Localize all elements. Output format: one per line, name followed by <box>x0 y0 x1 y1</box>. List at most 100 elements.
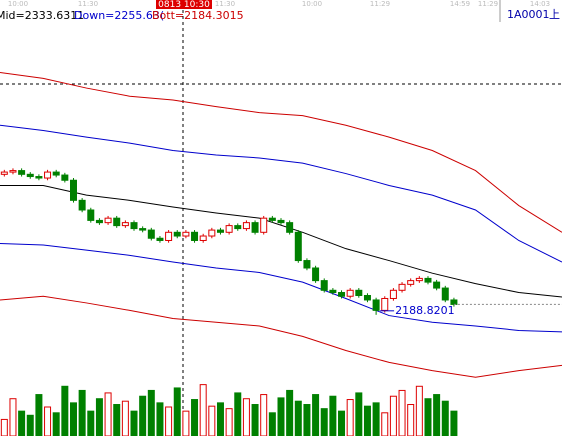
candle-body <box>26 173 34 178</box>
cursor-time-box <box>156 0 212 9</box>
candle-body <box>424 277 432 283</box>
candle-body <box>225 225 233 233</box>
candle-body <box>182 231 190 237</box>
candle-body <box>346 289 354 297</box>
candle-body <box>208 229 216 237</box>
indicator-label: Bott=2184.3015 <box>152 9 244 22</box>
volume-bar <box>87 410 95 436</box>
volume-bar <box>44 406 52 436</box>
volume-bar <box>225 408 233 436</box>
time-label: 14:59 <box>450 0 470 8</box>
indicator-label: Down=2255.63( <box>74 9 164 22</box>
candle-body <box>286 222 294 233</box>
time-label: 11:29 <box>478 0 498 8</box>
candle-body <box>329 289 337 294</box>
volume-bar <box>329 395 337 436</box>
volume-bar <box>9 398 17 436</box>
candle-body <box>18 170 26 175</box>
candle-body <box>320 280 328 291</box>
candle-body <box>139 228 147 231</box>
volume-bar <box>95 398 103 436</box>
band-line <box>0 184 562 298</box>
volume-bar <box>277 397 285 436</box>
band-line <box>0 295 562 378</box>
candle-body <box>268 217 276 221</box>
volume-bar <box>441 400 449 436</box>
band-line <box>0 124 562 263</box>
volume-bar <box>104 392 112 436</box>
candle-body <box>389 289 397 299</box>
candle-body <box>398 283 406 291</box>
time-label: 10:00 <box>302 0 322 8</box>
candle-body <box>363 294 371 301</box>
volume-bar <box>182 410 190 436</box>
candle-body <box>130 222 138 230</box>
volume-bar <box>407 404 415 436</box>
indicator-label: Mid=2333.6311 <box>0 9 84 22</box>
time-label: 11:30 <box>215 0 235 8</box>
volume-bar <box>61 385 69 436</box>
volume-bar <box>173 387 181 436</box>
candle-body <box>35 176 43 179</box>
volume-bar <box>389 395 397 436</box>
volume-bar <box>139 395 147 436</box>
volume-bar <box>234 392 242 436</box>
candle-body <box>355 289 363 296</box>
candle-body <box>173 231 181 237</box>
volume-bar <box>303 404 311 436</box>
volume-bar <box>372 402 380 436</box>
volume-bar <box>69 402 77 436</box>
volume-bar <box>433 394 441 436</box>
volume-bar <box>346 399 354 436</box>
volume-bar <box>381 412 389 436</box>
candle-body <box>61 174 69 181</box>
volume-bar <box>424 398 432 436</box>
volume-bar <box>52 412 60 436</box>
candle-body <box>95 219 103 224</box>
candle-body <box>9 170 17 173</box>
volume-bar <box>286 389 294 436</box>
time-label: 14:03 <box>530 0 550 8</box>
volume-bar <box>78 389 86 436</box>
time-label: 10:00 <box>8 0 28 8</box>
symbol: 1A0001 <box>507 8 550 21</box>
volume-bar <box>312 394 320 436</box>
candle-body <box>441 287 449 301</box>
candle-body <box>415 277 423 282</box>
candle-body <box>372 299 380 311</box>
volume-bar <box>251 404 259 436</box>
candle-body <box>338 292 346 297</box>
candle-body <box>433 281 441 289</box>
volume-bar <box>0 418 8 436</box>
candle-body <box>251 222 259 233</box>
candle-body <box>113 217 121 227</box>
cursor-time: 0813 10:30 <box>158 0 210 10</box>
volume-bar <box>208 405 216 436</box>
candle-body <box>52 171 60 176</box>
low-label: 2188.8201 <box>395 304 455 317</box>
candle-body <box>44 171 52 179</box>
volume-bar <box>130 410 138 436</box>
candle-body <box>156 237 164 241</box>
candle-body <box>294 231 302 262</box>
time-label: 11:29 <box>370 0 390 8</box>
volume-bar <box>156 402 164 436</box>
candle-body <box>78 199 86 211</box>
volume-bar <box>121 400 129 436</box>
candle-body <box>277 219 285 224</box>
volume-bar <box>294 400 302 436</box>
volume-bar <box>355 392 363 436</box>
candle-body <box>165 231 173 241</box>
volume-bar <box>26 414 34 436</box>
candle-body <box>0 171 8 175</box>
volume-bar <box>216 402 224 436</box>
volume-bar <box>260 394 268 436</box>
candle-body <box>242 222 250 230</box>
volume-bar <box>338 410 346 436</box>
volume-bar <box>147 389 155 436</box>
candle-body <box>234 225 242 230</box>
volume-bar <box>113 404 121 436</box>
volume-bar <box>450 410 458 436</box>
